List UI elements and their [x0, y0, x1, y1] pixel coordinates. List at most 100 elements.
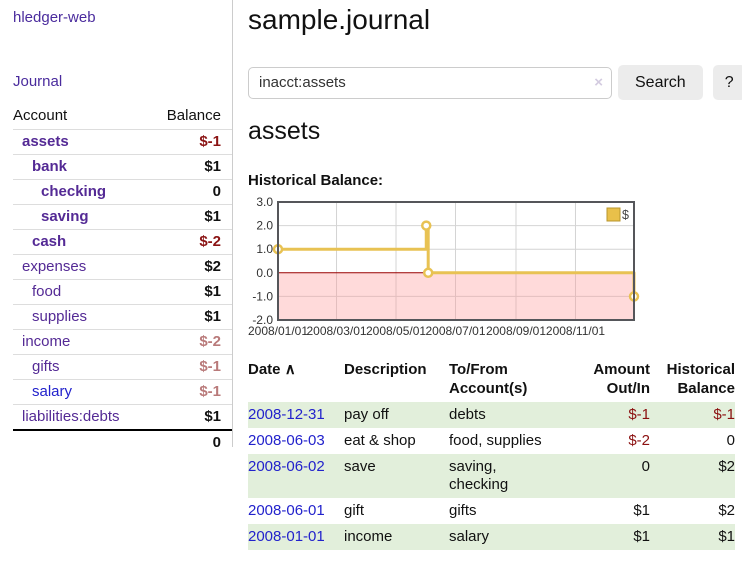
account-link-assets[interactable]: assets: [22, 133, 69, 150]
accounts-total-row: 0: [13, 429, 232, 455]
accounts-total-value: 0: [148, 429, 232, 455]
search-input[interactable]: [248, 66, 612, 99]
account-balance: $1: [148, 204, 232, 230]
account-link-salary[interactable]: salary: [32, 383, 73, 400]
account-row: saving $1: [13, 204, 232, 230]
svg-text:$: $: [622, 208, 629, 222]
account-balance: $1: [148, 279, 232, 305]
transaction-accounts: food, supplies: [449, 432, 542, 449]
account-row: liabilities:debts $1: [13, 404, 232, 430]
account-link-saving[interactable]: saving: [41, 208, 89, 225]
transaction-row[interactable]: 2008-01-01 income salary $1 $1: [248, 524, 735, 550]
transaction-balance: $2: [718, 502, 735, 519]
account-balance: 0: [148, 179, 232, 205]
chart-title: Historical Balance:: [248, 172, 384, 189]
account-column-header: Account: [13, 107, 68, 124]
transaction-date-link[interactable]: 2008-12-31: [248, 406, 325, 423]
search-button[interactable]: Search: [618, 65, 703, 100]
transaction-row[interactable]: 2008-06-01 gift gifts $1 $2: [248, 498, 735, 524]
account-balance: $1: [148, 404, 232, 430]
account-link-food[interactable]: food: [32, 283, 62, 300]
svg-text:2008/07/01: 2008/07/01: [425, 324, 485, 338]
transaction-row[interactable]: 2008-06-03 eat & shop food, supplies $-2…: [248, 428, 735, 454]
account-link-checking[interactable]: checking: [41, 183, 107, 200]
balance-column-header: Balance: [166, 107, 221, 124]
sidebar: hledger-web Journal Account Balance asse…: [0, 0, 233, 455]
svg-text:1.0: 1.0: [256, 242, 273, 256]
transaction-date-link[interactable]: 2008-06-02: [248, 458, 325, 475]
transaction-description: eat & shop: [344, 432, 416, 449]
account-row: expenses $2: [13, 254, 232, 280]
svg-text:-1.0: -1.0: [252, 289, 273, 303]
account-row: bank $1: [13, 154, 232, 180]
accounts-table: Account Balance assets $-1 bank $1 check…: [13, 103, 232, 455]
transaction-balance: $-1: [650, 402, 735, 428]
transaction-description: pay off: [344, 402, 449, 428]
sidebar-item-journal[interactable]: Journal: [13, 73, 63, 90]
account-row: supplies $1: [13, 304, 232, 330]
description-column-header: Description: [344, 361, 427, 378]
account-link-expenses[interactable]: expenses: [22, 258, 87, 275]
account-heading: assets: [248, 117, 321, 145]
svg-text:3.0: 3.0: [256, 195, 273, 209]
svg-text:2008/03/01: 2008/03/01: [306, 324, 366, 338]
transaction-date-link[interactable]: 2008-01-01: [248, 528, 325, 545]
svg-text:0.0: 0.0: [256, 266, 273, 280]
account-balance: $-1: [148, 129, 232, 155]
transaction-row[interactable]: 2008-06-02 save saving, checking 0 $2: [248, 454, 735, 498]
account-row: cash $-2: [13, 229, 232, 255]
transaction-description: income: [344, 524, 449, 550]
account-balance: $-2: [148, 229, 232, 255]
account-balance: $2: [148, 254, 232, 280]
transaction-balance: 0: [726, 432, 735, 449]
transaction-balance: $1: [650, 524, 735, 550]
account-link-gifts[interactable]: gifts: [32, 358, 60, 375]
transaction-amount: $1: [584, 524, 650, 550]
amount-column-header: Amount Out/In: [593, 361, 650, 397]
account-row: salary $-1: [13, 379, 232, 405]
transaction-accounts: gifts: [449, 502, 477, 519]
account-balance: $1: [148, 304, 232, 330]
account-row: checking 0: [13, 179, 232, 205]
account-row: gifts $-1: [13, 354, 232, 380]
transaction-description: gift: [344, 502, 365, 519]
svg-text:2008/11/01: 2008/11/01: [546, 324, 605, 338]
transaction-date-link[interactable]: 2008-06-01: [248, 502, 325, 519]
transaction-accounts: salary: [449, 524, 584, 550]
svg-text:2.0: 2.0: [256, 219, 273, 233]
account-link-liabilities-debts[interactable]: liabilities:debts: [22, 408, 120, 425]
main-content: sample.journal × Search ? assets Histori…: [233, 0, 742, 550]
account-balance: $1: [148, 154, 232, 180]
historical-balance-chart[interactable]: $3.0 2.0 1.0 0.0 -1.0 -2.0 2008/01/01 2008/03/0…: [248, 195, 644, 340]
help-button[interactable]: ?: [712, 65, 742, 100]
svg-text:-2.0: -2.0: [252, 313, 273, 327]
transaction-row[interactable]: 2008-12-31 pay off debts $-1 $-1: [248, 402, 735, 428]
transaction-amount: $-2: [628, 432, 650, 449]
account-balance: $-2: [148, 329, 232, 355]
account-row: assets $-1: [13, 129, 232, 155]
account-row: income $-2: [13, 329, 232, 355]
transaction-amount: $1: [633, 502, 650, 519]
account-balance: $-1: [148, 379, 232, 405]
register-table: Date ∧ Description To/From Account(s) Am…: [248, 358, 735, 550]
transaction-accounts: debts: [449, 402, 584, 428]
account-link-supplies[interactable]: supplies: [32, 308, 88, 325]
svg-text:2008/09/01: 2008/09/01: [486, 324, 546, 338]
account-link-cash[interactable]: cash: [32, 233, 67, 250]
transaction-amount: $-1: [584, 402, 650, 428]
account-row: food $1: [13, 279, 232, 305]
svg-text:2008/01/01: 2008/01/01: [248, 324, 308, 338]
transaction-amount: 0: [584, 454, 650, 498]
register-header-row: Date ∧ Description To/From Account(s) Am…: [248, 358, 735, 402]
transaction-date-link[interactable]: 2008-06-03: [248, 432, 325, 449]
clear-search-icon[interactable]: ×: [594, 73, 603, 91]
date-column-header[interactable]: Date ∧: [248, 361, 296, 378]
account-link-bank[interactable]: bank: [32, 158, 68, 175]
account-link-income[interactable]: income: [22, 333, 71, 350]
page-title: sample.journal: [248, 4, 431, 35]
balance-column-header: Historical Balance: [666, 361, 735, 397]
accounts-column-header: To/From Account(s): [449, 361, 528, 397]
app-title[interactable]: hledger-web: [13, 9, 96, 26]
accounts-header-row: Account Balance: [13, 103, 232, 130]
account-balance: $-1: [148, 354, 232, 380]
